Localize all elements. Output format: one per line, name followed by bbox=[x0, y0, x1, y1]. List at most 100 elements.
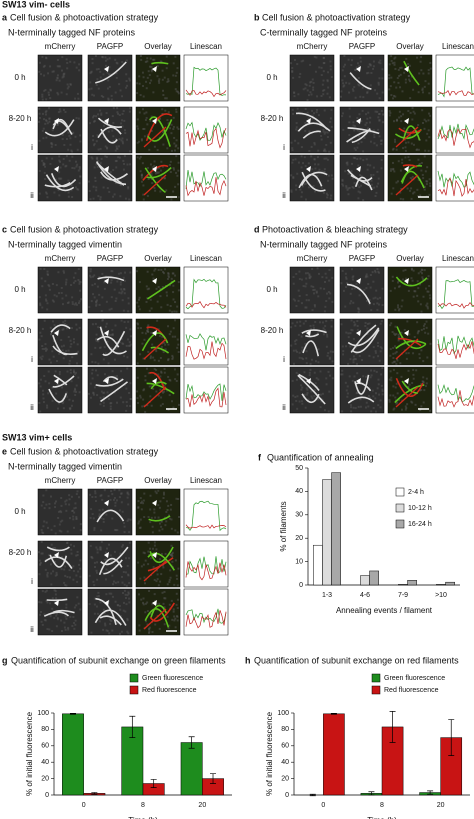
noise bbox=[45, 521, 48, 524]
noise bbox=[55, 573, 58, 576]
noise bbox=[308, 273, 311, 276]
noise bbox=[54, 532, 57, 535]
noise bbox=[341, 115, 344, 118]
noise bbox=[118, 114, 121, 117]
panel-letter: d bbox=[254, 224, 260, 234]
noise bbox=[298, 351, 301, 354]
noise bbox=[112, 135, 115, 138]
noise bbox=[342, 65, 345, 68]
noise bbox=[111, 129, 114, 132]
linescan-trace bbox=[437, 123, 474, 140]
noise bbox=[312, 88, 315, 91]
micrograph bbox=[183, 54, 229, 102]
noise bbox=[109, 407, 112, 410]
micrograph bbox=[37, 106, 83, 154]
noise bbox=[169, 379, 172, 382]
arrowhead bbox=[104, 378, 109, 384]
noise bbox=[391, 331, 394, 334]
noise bbox=[297, 299, 300, 302]
noise bbox=[398, 308, 401, 311]
noise bbox=[67, 626, 70, 629]
noise bbox=[177, 169, 180, 172]
noise bbox=[309, 81, 312, 84]
filament bbox=[44, 119, 75, 137]
noise bbox=[54, 144, 57, 147]
noise bbox=[351, 329, 354, 332]
noise bbox=[300, 191, 303, 194]
error-bar bbox=[389, 711, 396, 743]
noise bbox=[58, 370, 61, 373]
noise bbox=[374, 350, 377, 353]
noise bbox=[155, 492, 158, 495]
chart-letter: g bbox=[2, 655, 8, 665]
y-tick-label: 20 bbox=[295, 535, 303, 542]
noise bbox=[122, 401, 125, 404]
noise bbox=[159, 288, 162, 291]
noise bbox=[78, 167, 81, 170]
noise bbox=[340, 323, 343, 326]
noise bbox=[60, 497, 63, 500]
noise bbox=[66, 370, 69, 373]
noise bbox=[153, 160, 156, 163]
noise bbox=[304, 87, 307, 90]
noise bbox=[424, 149, 427, 152]
noise bbox=[353, 321, 356, 324]
noise bbox=[305, 306, 308, 309]
noise bbox=[141, 405, 144, 408]
noise bbox=[104, 373, 107, 376]
noise bbox=[359, 405, 362, 408]
noise bbox=[126, 163, 129, 166]
noise bbox=[58, 329, 61, 332]
noise bbox=[167, 276, 170, 279]
micrograph bbox=[87, 106, 133, 154]
noise bbox=[150, 65, 153, 68]
noise bbox=[125, 401, 128, 404]
noise bbox=[110, 559, 113, 562]
noise bbox=[78, 282, 81, 285]
noise bbox=[167, 111, 170, 114]
noise bbox=[103, 333, 106, 336]
filament bbox=[53, 374, 68, 386]
noise bbox=[313, 371, 316, 374]
noise bbox=[91, 513, 94, 516]
row-label: 0 h bbox=[266, 73, 277, 82]
noise bbox=[352, 124, 355, 127]
micrograph bbox=[135, 266, 181, 314]
noise bbox=[57, 177, 60, 180]
noise bbox=[112, 580, 115, 583]
noise bbox=[119, 632, 122, 635]
noise bbox=[351, 287, 354, 290]
y-tick-label: 60 bbox=[281, 743, 289, 750]
noise bbox=[410, 394, 413, 397]
filament bbox=[102, 376, 119, 383]
noise bbox=[322, 70, 325, 73]
noise bbox=[118, 341, 121, 344]
noise bbox=[122, 609, 125, 612]
arrowhead bbox=[54, 600, 59, 606]
noise bbox=[328, 357, 331, 360]
subrow-label: i bbox=[283, 143, 285, 152]
noise bbox=[142, 184, 145, 187]
noise bbox=[307, 162, 310, 165]
noise bbox=[306, 89, 309, 92]
noise bbox=[323, 168, 326, 171]
noise bbox=[177, 403, 180, 406]
bar bbox=[322, 479, 332, 586]
noise bbox=[388, 378, 391, 381]
noise bbox=[428, 178, 431, 181]
noise bbox=[49, 615, 52, 618]
noise bbox=[304, 342, 307, 345]
noise bbox=[95, 605, 98, 608]
noise bbox=[398, 285, 401, 288]
noise bbox=[111, 333, 114, 336]
noise bbox=[113, 379, 116, 382]
noise bbox=[372, 297, 375, 300]
noise bbox=[150, 404, 153, 407]
noise bbox=[330, 174, 333, 177]
noise bbox=[356, 62, 359, 65]
noise bbox=[328, 279, 331, 282]
noise bbox=[71, 509, 74, 512]
noise bbox=[175, 171, 178, 174]
noise bbox=[168, 309, 171, 312]
noise bbox=[98, 620, 101, 623]
